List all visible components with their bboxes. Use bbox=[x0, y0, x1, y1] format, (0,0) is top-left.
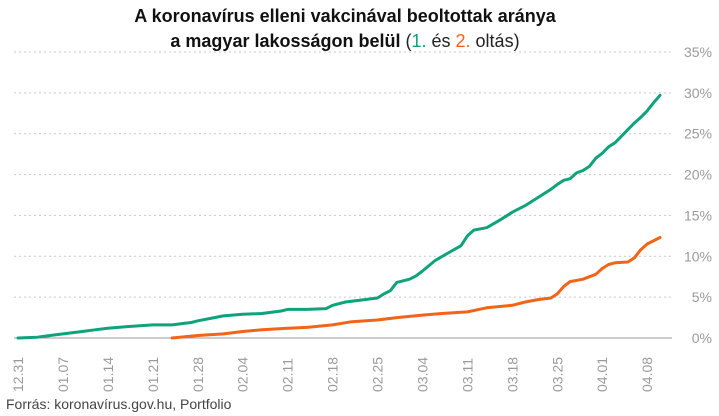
x-tick-label: 02.11 bbox=[280, 358, 296, 392]
y-tick-label: 10% bbox=[684, 248, 712, 264]
y-tick-label: 30% bbox=[684, 85, 712, 101]
x-tick-label: 01.07 bbox=[55, 357, 71, 392]
source-note: Forrás: koronavírus.gov.hu, Portfolio bbox=[6, 396, 232, 412]
y-tick-label: 20% bbox=[684, 167, 712, 183]
legend-series-1: 1. bbox=[411, 31, 427, 51]
x-tick-label: 01.14 bbox=[100, 357, 116, 392]
series-lines bbox=[16, 93, 662, 340]
x-tick-label: 02.25 bbox=[370, 357, 386, 392]
title-tail: oltás) bbox=[470, 31, 520, 51]
x-axis-labels: 12.31 01.07 01.14 01.21 01.28 02.04 02.11 02.18… bbox=[10, 357, 655, 392]
y-tick-label: 15% bbox=[684, 207, 712, 223]
y-axis-labels: 0% 5% 10% 15% 20% 25% 30% 35% bbox=[684, 44, 712, 346]
x-tick-label: 01.21 bbox=[145, 357, 161, 392]
x-tick-label: 04.01 bbox=[594, 357, 610, 392]
legend-series-2: 2. bbox=[455, 31, 471, 51]
series-line-2 bbox=[170, 236, 662, 340]
y-tick-label: 25% bbox=[684, 126, 712, 142]
y-tick-label: 5% bbox=[692, 289, 712, 305]
title-line-1: A koronavírus elleni vakcinával beoltott… bbox=[134, 6, 556, 26]
y-tick-label: 0% bbox=[692, 330, 712, 346]
chart-title: A koronavírus elleni vakcinával beoltott… bbox=[0, 4, 690, 54]
x-tick-label: 01.28 bbox=[190, 357, 206, 392]
x-tick-label: 02.04 bbox=[235, 357, 251, 392]
title-line-2: a magyar lakosságon belül (1. és 2. oltá… bbox=[0, 29, 690, 54]
title-line-2-text: a magyar lakosságon belül bbox=[170, 31, 401, 51]
x-tick-label: 02.18 bbox=[325, 357, 341, 392]
x-tick-label: 03.04 bbox=[414, 357, 430, 392]
x-tick-label: 04.08 bbox=[639, 357, 655, 392]
x-tick-label: 03.18 bbox=[504, 357, 520, 392]
x-tick-label: 03.25 bbox=[549, 357, 565, 392]
x-tick-label: 03.11 bbox=[459, 358, 475, 392]
x-tick-label: 12.31 bbox=[10, 357, 26, 392]
title-and-word: és bbox=[426, 31, 456, 51]
y-tick-label: 35% bbox=[684, 44, 712, 60]
series-line-1 bbox=[16, 93, 662, 340]
title-open-paren: ( bbox=[400, 31, 412, 51]
